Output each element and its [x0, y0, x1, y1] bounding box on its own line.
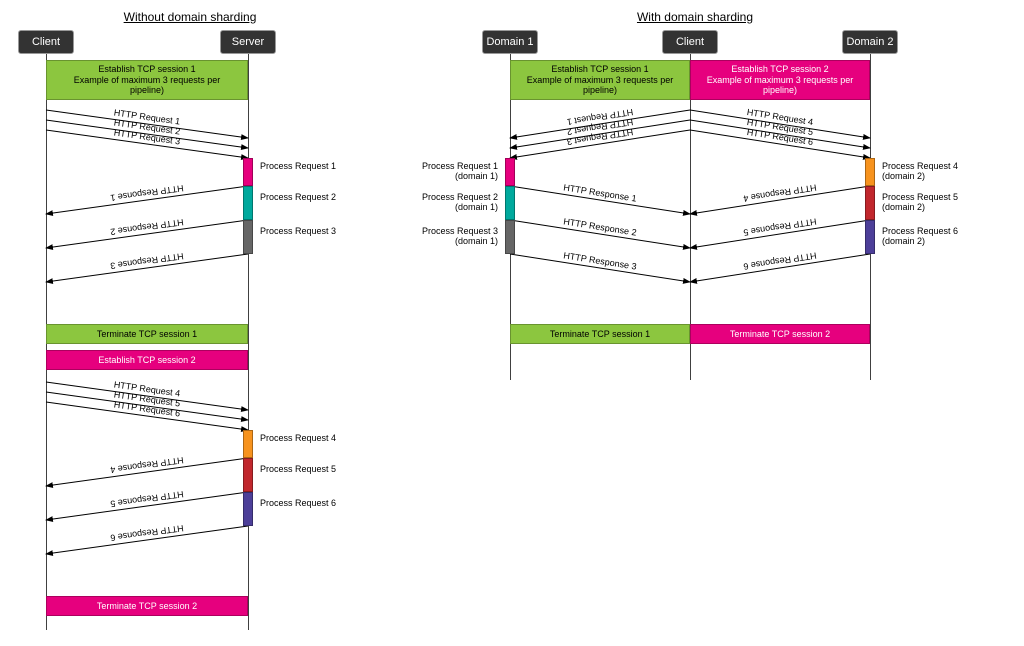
process-box-3: [243, 430, 253, 458]
arrows-layer: [10, 10, 370, 630]
arrow-label-5: HTTP Response 3: [555, 249, 645, 273]
process-box-5: [865, 220, 875, 254]
banner-0: Establish TCP session 1Example of maximu…: [510, 60, 690, 100]
panel-without-sharding: Without domain sharding Client Server Esta…: [10, 10, 370, 630]
lifeline-head-client: Client: [662, 30, 718, 54]
process-box-2: [505, 220, 515, 254]
arrow-label-10: HTTP Response 5: [735, 215, 825, 239]
lifeline-head-server: Server: [220, 30, 276, 54]
lifeline-head-domain1: Domain 1: [482, 30, 538, 54]
process-label-2: Process Request 3(domain 1): [408, 227, 498, 247]
banner-1: Terminate TCP session 1: [46, 324, 248, 344]
process-label-5: Process Request 6: [260, 499, 350, 509]
process-label-0: Process Request 1(domain 1): [408, 162, 498, 182]
process-box-4: [865, 186, 875, 220]
process-label-5: Process Request 6(domain 2): [882, 227, 972, 247]
process-box-0: [505, 158, 515, 186]
arrow-label-9: HTTP Response 4: [735, 181, 825, 205]
process-label-1: Process Request 2: [260, 193, 350, 203]
arrow-label-5: HTTP Response 3: [102, 250, 193, 272]
banner-3: Terminate TCP session 2: [46, 596, 248, 616]
process-box-5: [243, 492, 253, 526]
arrow-label-3: HTTP Response 1: [555, 181, 645, 205]
banner-2: Establish TCP session 2: [46, 350, 248, 370]
process-label-0: Process Request 1: [260, 162, 350, 172]
process-label-4: Process Request 5: [260, 465, 350, 475]
process-box-3: [865, 158, 875, 186]
process-box-0: [243, 158, 253, 186]
process-label-4: Process Request 5(domain 2): [882, 193, 972, 213]
panel-with-sharding: With domain sharding Domain 1 Client Domai…: [410, 10, 980, 380]
arrow-label-9: HTTP Response 4: [102, 454, 193, 476]
process-box-2: [243, 220, 253, 254]
lifeline-head-client: Client: [18, 30, 74, 54]
lifeline-server: [248, 54, 249, 630]
process-label-1: Process Request 2(domain 1): [408, 193, 498, 213]
banner-2: Terminate TCP session 1: [510, 324, 690, 344]
arrow-label-4: HTTP Response 2: [555, 215, 645, 239]
arrow-label-3: HTTP Response 1: [102, 182, 193, 204]
process-label-3: Process Request 4: [260, 434, 350, 444]
arrow-label-10: HTTP Response 5: [102, 488, 193, 510]
process-box-1: [243, 186, 253, 220]
banner-0: Establish TCP session 1Example of maximu…: [46, 60, 248, 100]
banner-1: Establish TCP session 2Example of maximu…: [690, 60, 870, 100]
arrow-label-11: HTTP Response 6: [102, 522, 193, 544]
diagram-container: Without domain sharding Client Server Esta…: [10, 10, 1024, 630]
lifeline-head-domain2: Domain 2: [842, 30, 898, 54]
process-box-1: [505, 186, 515, 220]
process-box-4: [243, 458, 253, 492]
process-label-2: Process Request 3: [260, 227, 350, 237]
arrow-label-4: HTTP Response 2: [102, 216, 193, 238]
process-label-3: Process Request 4(domain 2): [882, 162, 972, 182]
title-right: With domain sharding: [410, 10, 980, 24]
banner-3: Terminate TCP session 2: [690, 324, 870, 344]
arrow-label-11: HTTP Response 6: [735, 249, 825, 273]
title-left: Without domain sharding: [10, 10, 370, 24]
